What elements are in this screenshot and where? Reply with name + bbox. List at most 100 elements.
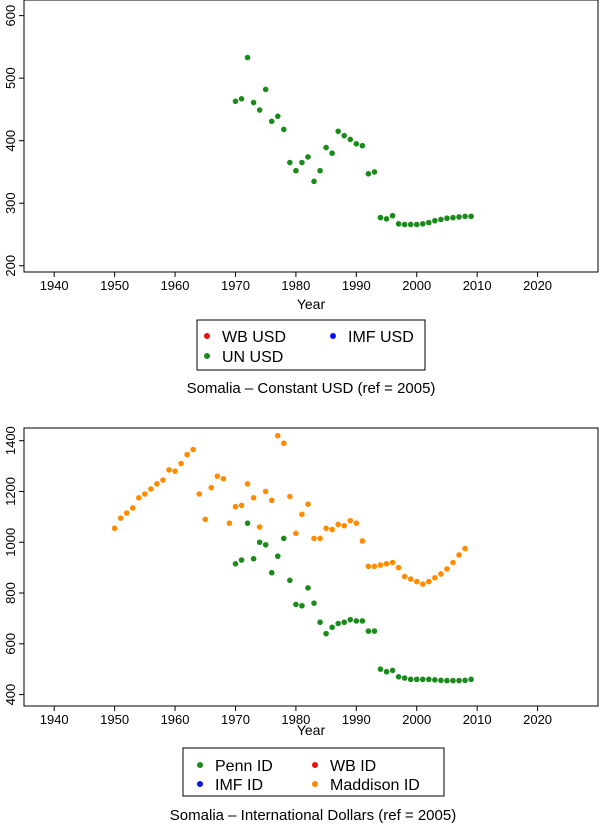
x-tick-label: 1950 [100,712,129,727]
point-maddison-id [117,515,124,521]
point-penn-id [383,668,390,675]
point-un-usd [274,113,281,120]
legend-box [196,319,426,371]
legend-marker-wb-usd [204,333,210,339]
point-un-usd [299,159,305,166]
point-maddison-id [383,561,390,567]
point-un-usd [262,86,269,93]
point-un-usd [413,221,420,228]
point-un-usd [371,169,378,175]
legend-label-imf-usd: IMF USD [348,329,414,346]
point-maddison-id [341,522,348,529]
point-un-usd [287,159,293,166]
point-maddison-id [377,562,384,568]
chart-title: Somalia – Constant USD (ref = 2005) [187,380,436,397]
point-maddison-id [214,473,221,480]
point-un-usd [293,167,299,174]
point-penn-id [323,630,329,637]
legend-label-wb-id: WB ID [330,758,376,775]
plot-frame [23,0,599,273]
point-penn-id [468,676,474,683]
y-axis: 400 600 800 1000 1200 1400 [3,426,24,705]
point-un-usd [438,216,444,223]
point-un-usd [419,221,426,227]
point-maddison-id [311,535,317,542]
y-tick-label: 600 [3,633,18,655]
point-maddison-id [226,520,233,527]
legend-label-wb-usd: WB USD [222,329,286,346]
point-penn-id [329,624,335,631]
point-un-usd [401,221,408,228]
point-penn-id [281,535,287,542]
x-tick-label: 1940 [40,278,69,293]
point-maddison-id [401,573,408,580]
point-maddison-id [190,446,196,453]
point-maddison-id [287,493,293,500]
point-maddison-id [395,564,402,571]
point-penn-id [444,677,450,684]
point-penn-id [268,569,275,576]
point-maddison-id [419,581,426,587]
point-penn-id [438,677,444,684]
point-maddison-id [208,484,215,491]
x-axis: 1940 1950 1960 1970 1980 1990 2000 2010 2020 [40,272,552,293]
point-un-usd [244,54,251,61]
point-maddison-id [456,552,462,558]
data-points [232,54,474,228]
y-tick-label: 200 [3,255,18,277]
point-un-usd [407,221,414,228]
point-un-usd [353,141,360,147]
point-un-usd [232,98,239,105]
point-un-usd [341,132,348,139]
legend-box [182,747,445,797]
point-un-usd [238,95,245,102]
point-penn-id [413,676,420,683]
y-tick-label: 1200 [3,477,18,506]
point-penn-id [238,557,245,563]
y-tick-label: 1400 [3,426,18,455]
point-un-usd [311,178,317,185]
point-un-usd [432,217,438,224]
point-penn-id [395,674,402,680]
point-penn-id [456,677,462,684]
point-penn-id [389,667,396,674]
point-penn-id [287,577,293,584]
x-axis: 1940 1950 1960 1970 1980 1990 2000 2010 2020 [40,706,552,727]
point-maddison-id [244,481,251,487]
legend-marker-un-usd [204,353,210,359]
point-maddison-id [426,578,432,585]
x-axis-title: Year [297,296,326,312]
x-tick-label: 1960 [161,712,190,727]
point-maddison-id [160,477,166,483]
point-un-usd [268,118,275,125]
legend: Penn ID WB ID IMF ID Maddison ID [182,747,445,797]
point-maddison-id [329,526,335,533]
point-un-usd [323,144,329,151]
point-un-usd [377,214,384,221]
chart-international-dollars: 1940 1950 1960 1970 1980 1990 2000 2010 2020 400… [3,426,599,824]
point-maddison-id [129,505,136,511]
point-un-usd [468,213,474,220]
point-maddison-id [256,524,263,530]
point-un-usd [359,142,366,149]
point-maddison-id [371,563,378,570]
y-axis: 200 300 400 500 600 [3,5,24,277]
point-un-usd [365,171,372,177]
point-maddison-id [232,503,239,510]
point-penn-id [299,602,305,609]
point-un-usd [426,219,432,226]
point-un-usd [444,215,450,222]
x-tick-label: 2010 [463,278,492,293]
point-maddison-id [299,511,305,518]
point-penn-id [244,520,251,527]
point-maddison-id [438,571,444,577]
point-maddison-id [353,520,360,527]
point-penn-id [462,677,468,684]
x-tick-label: 1970 [221,712,250,727]
point-maddison-id [172,468,178,474]
point-un-usd [317,167,323,174]
legend-label-maddison-id: Maddison ID [330,777,420,794]
point-maddison-id [323,525,329,532]
point-maddison-id [274,432,281,439]
